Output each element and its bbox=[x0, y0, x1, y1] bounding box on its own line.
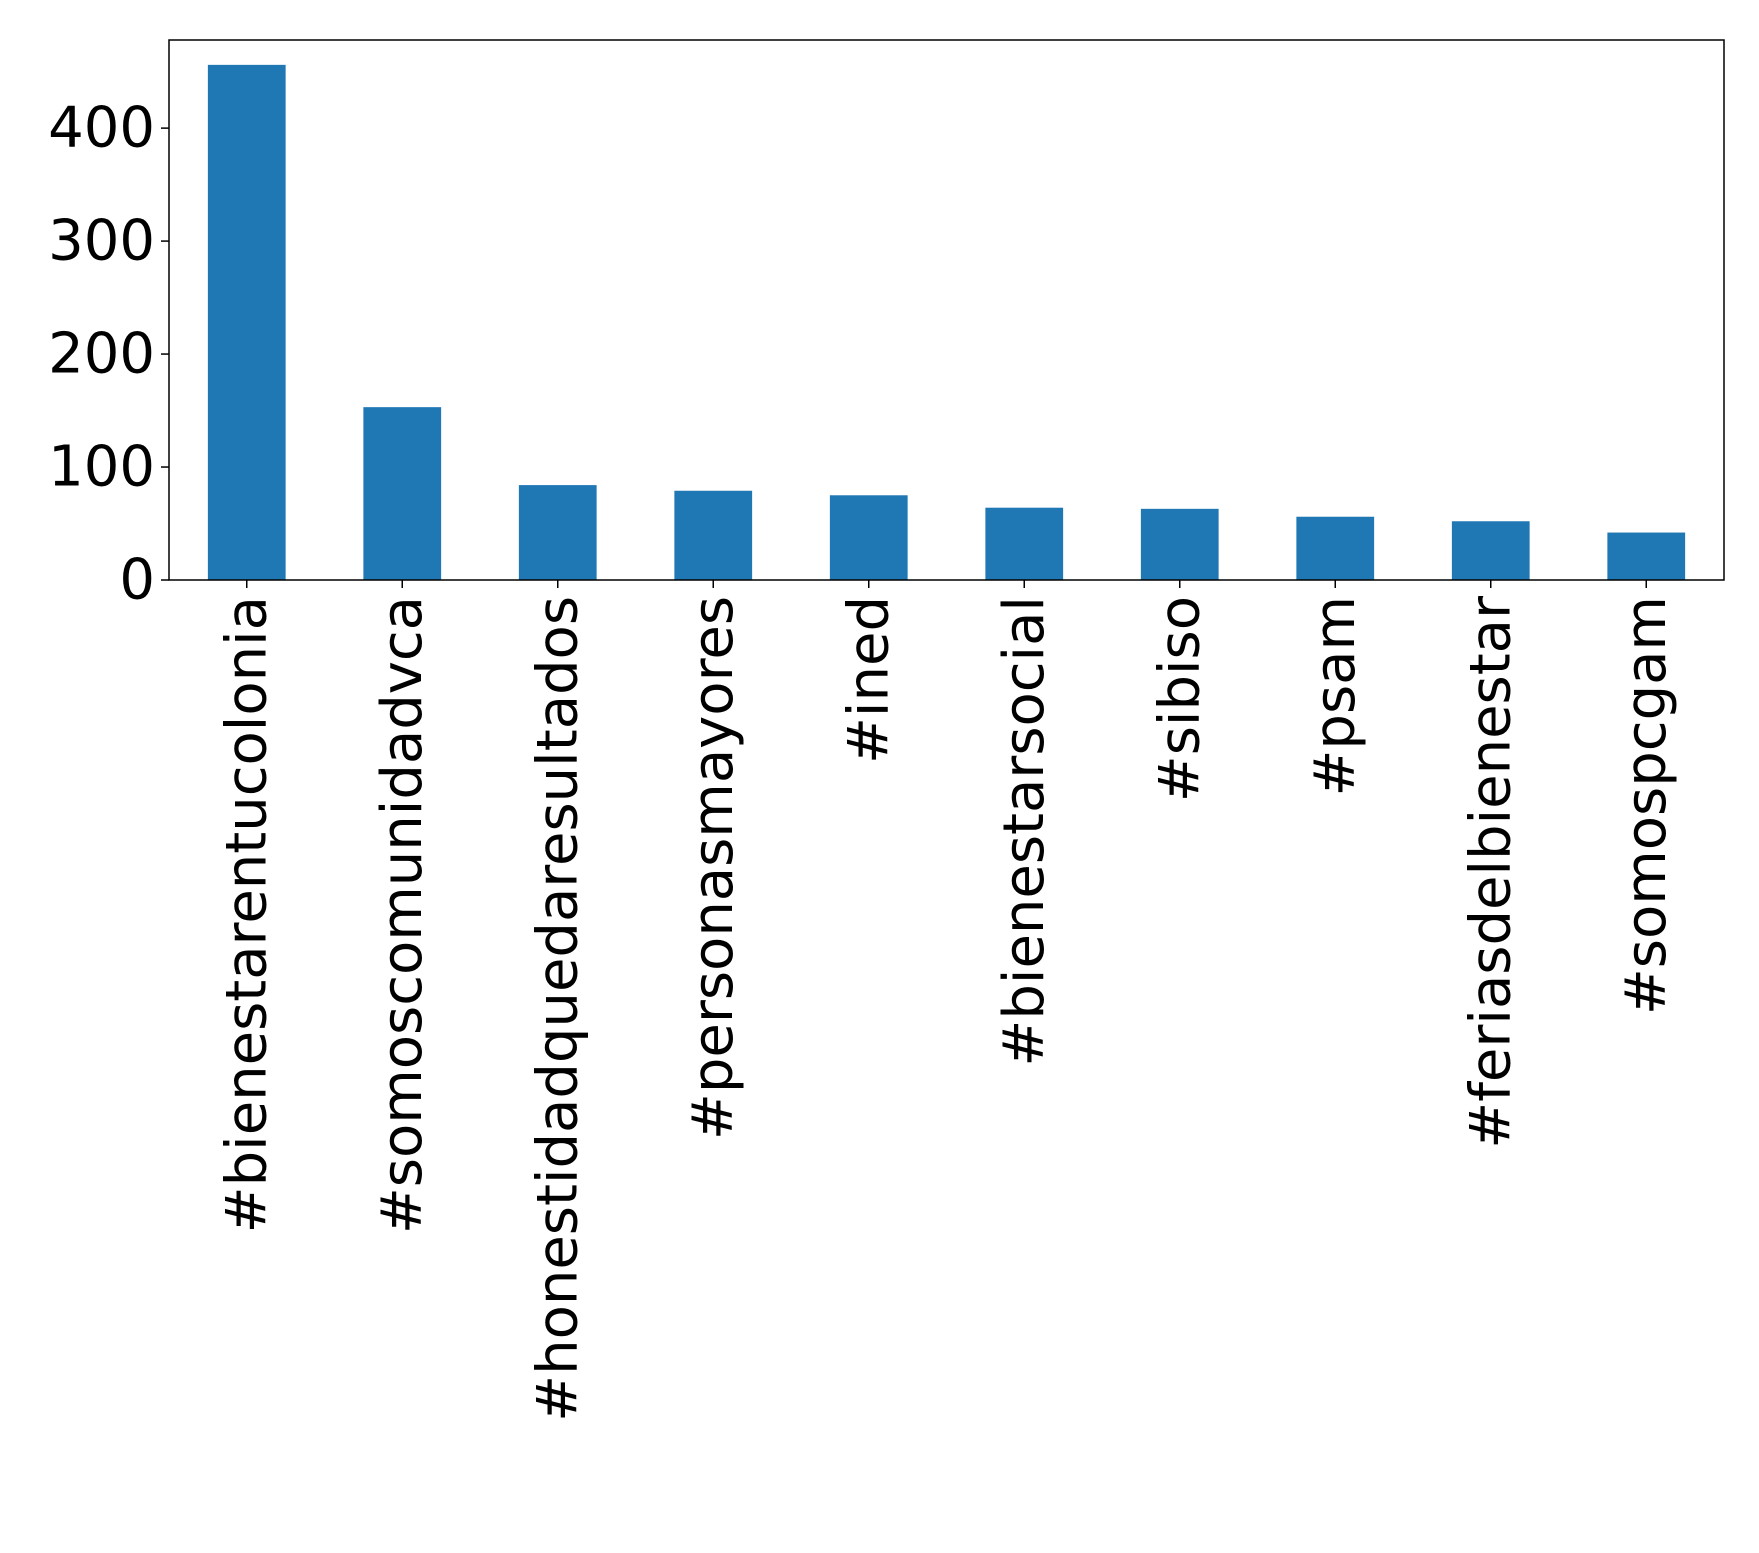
bars-group bbox=[207, 64, 1686, 580]
bar bbox=[1140, 508, 1219, 580]
x-tick-label: #honestidadquedaresultados bbox=[525, 596, 590, 1422]
y-tick-label: 200 bbox=[48, 322, 155, 387]
x-tick-label: #psam bbox=[1303, 596, 1368, 797]
bar bbox=[674, 490, 753, 580]
bar bbox=[518, 485, 597, 580]
y-tick-label: 300 bbox=[48, 209, 155, 274]
bar bbox=[1607, 532, 1686, 580]
x-tick-label: #bienestarsocial bbox=[992, 596, 1057, 1067]
bar bbox=[829, 495, 908, 580]
x-axis: #bienestarentucolonia #somoscomunidadvca #… bbox=[214, 580, 1679, 1422]
plot-frame bbox=[168, 39, 1725, 581]
y-tick-label: 0 bbox=[119, 548, 155, 613]
bar bbox=[985, 507, 1064, 580]
x-tick-label: #ined bbox=[836, 596, 901, 764]
bar bbox=[1451, 521, 1530, 580]
x-tick-label: #somoscomunidadvca bbox=[370, 596, 435, 1234]
bar bbox=[363, 407, 442, 580]
bar bbox=[207, 64, 286, 580]
x-tick-label: #sibiso bbox=[1147, 596, 1212, 802]
x-tick-label: #feriasdelbienestar bbox=[1458, 595, 1523, 1149]
x-tick-label: #personasmayores bbox=[681, 596, 746, 1140]
x-tick-label: #bienestarentucolonia bbox=[214, 596, 279, 1233]
x-tick-label: #somospcgam bbox=[1614, 596, 1679, 1015]
y-tick-label: 400 bbox=[48, 96, 155, 161]
bar bbox=[1296, 516, 1375, 580]
y-tick-label: 100 bbox=[48, 435, 155, 500]
y-axis: 0 100 200 300 400 bbox=[48, 96, 169, 613]
